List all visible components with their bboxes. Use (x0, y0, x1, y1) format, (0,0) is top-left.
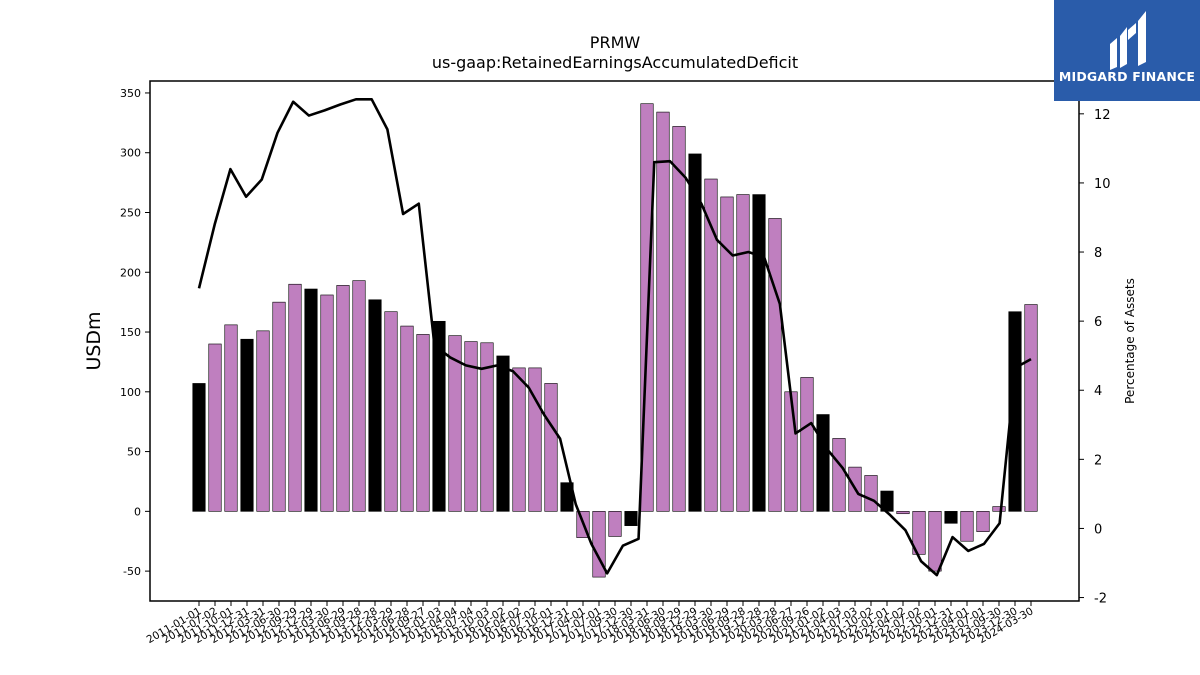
bar (736, 194, 750, 512)
y-right-tick-label: 4 (1094, 384, 1102, 399)
bar (768, 218, 782, 512)
bar (944, 511, 958, 524)
y-right-tick-label: 2 (1094, 453, 1102, 468)
y-right-tick-label: 0 (1094, 522, 1102, 537)
bar (928, 511, 942, 572)
bar (288, 283, 302, 512)
y-tick-label: 250 (120, 206, 141, 219)
bar (960, 511, 974, 542)
bar (432, 320, 446, 512)
y-right-tick-label: 12 (1094, 108, 1111, 123)
bar (1024, 304, 1038, 512)
y-tick-label: -50 (123, 565, 141, 578)
bar (624, 511, 638, 526)
y-right-tick-label: 8 (1094, 246, 1102, 261)
bar (784, 391, 798, 512)
bar (192, 383, 206, 512)
bar (704, 178, 718, 512)
bar (1008, 311, 1022, 512)
bar (464, 341, 478, 512)
bar (832, 438, 846, 512)
bar (240, 338, 254, 512)
bar (896, 511, 910, 515)
bar (656, 111, 670, 512)
y-axis-right-label: Percentage of Assets (1123, 278, 1137, 404)
bar (992, 506, 1006, 512)
bar (496, 355, 510, 512)
bar (976, 511, 990, 532)
chart-title: PRMW (590, 33, 641, 52)
bar (544, 383, 558, 512)
y-tick-label: 0 (134, 505, 141, 518)
chart-subtitle: us-gaap:RetainedEarningsAccumulatedDefic… (432, 53, 798, 72)
bar (336, 285, 350, 512)
y-right-tick-label: -2 (1094, 592, 1107, 607)
bar (864, 475, 878, 512)
bar (208, 343, 222, 512)
bar (672, 126, 686, 512)
y-tick-label: 50 (127, 446, 141, 459)
y-tick-label: 100 (120, 386, 141, 399)
bar (368, 299, 382, 512)
bar (688, 153, 702, 512)
y-right-tick-label: 10 (1094, 177, 1111, 192)
bar (752, 194, 766, 512)
y-tick-label: 350 (120, 87, 141, 100)
bar (720, 196, 734, 512)
bar (480, 342, 494, 512)
bar (352, 280, 366, 512)
bar (512, 367, 526, 512)
y-tick-label: 150 (120, 326, 141, 339)
bar (224, 324, 238, 512)
bar (448, 335, 462, 512)
brand-name: MIDGARD FINANCE (1058, 69, 1196, 84)
bar (608, 511, 622, 537)
bar (304, 288, 318, 512)
bar (256, 330, 270, 512)
midgard-logo-icon (1110, 11, 1146, 70)
bar (400, 325, 414, 512)
y-axis-label: USDm (83, 311, 105, 370)
percentage-line (197, 98, 1032, 577)
bar (320, 294, 334, 512)
bar (800, 377, 814, 512)
bar (816, 414, 830, 512)
bar (416, 334, 430, 512)
y-tick-label: 300 (120, 147, 141, 160)
brand-logo: MIDGARD FINANCE (1054, 0, 1200, 101)
bar (272, 301, 286, 512)
y-right-tick-label: 6 (1094, 315, 1102, 330)
y-tick-label: 200 (120, 266, 141, 279)
bar (384, 311, 398, 512)
